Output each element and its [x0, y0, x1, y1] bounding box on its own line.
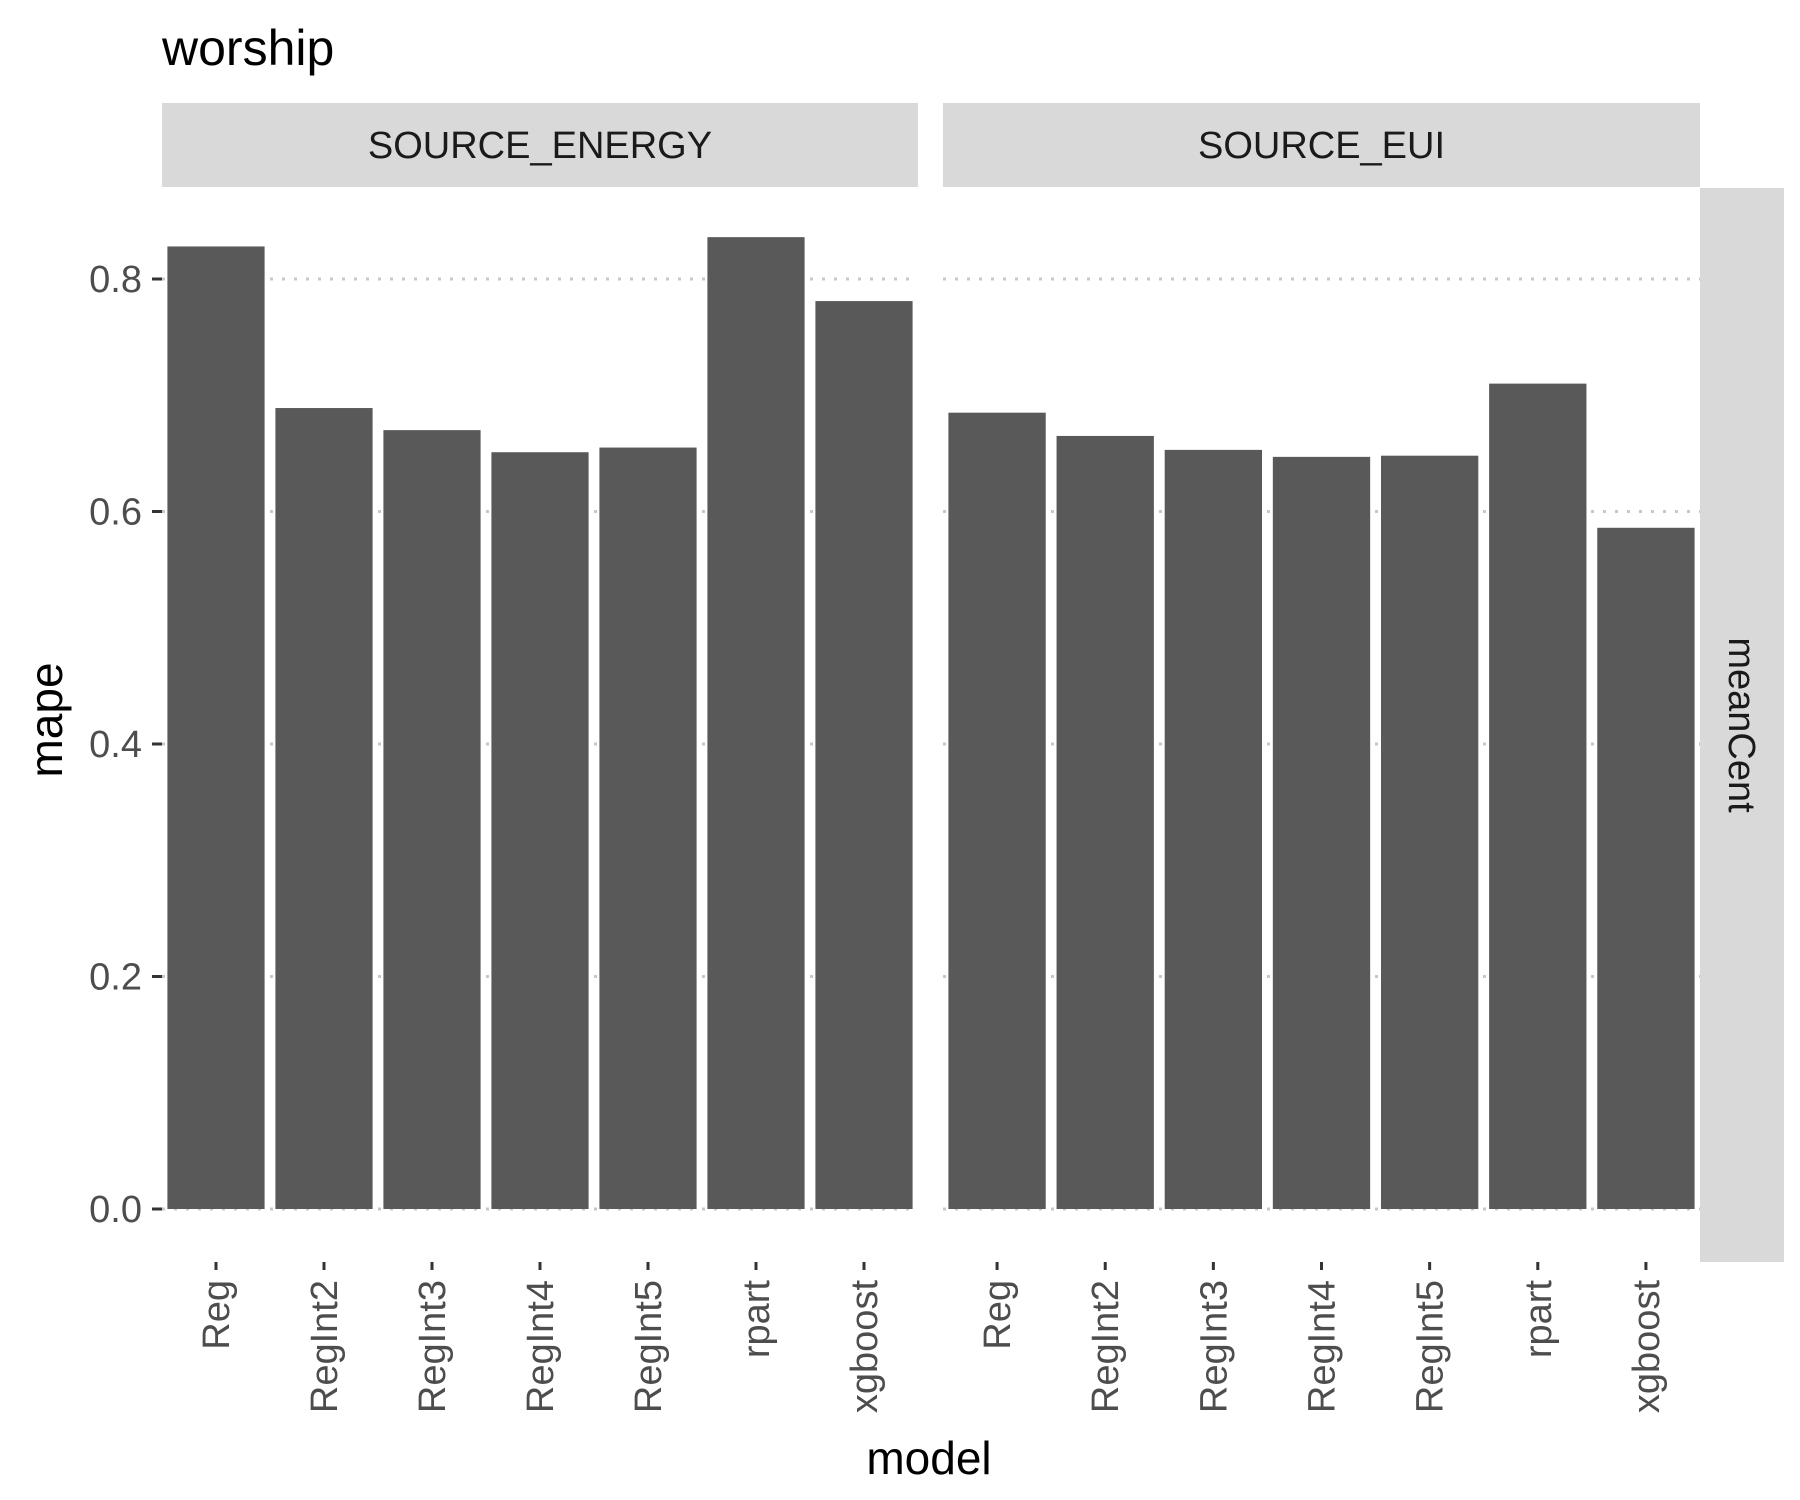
x-tick-label: RegInt2: [304, 1280, 346, 1413]
bar: [491, 452, 589, 1209]
x-tick-label: rpart: [736, 1280, 778, 1359]
facet-panels: SOURCE_ENERGY Reg RegInt2 RegInt3 RegInt4 Reg…: [162, 103, 1700, 1413]
bar: [599, 447, 697, 1209]
bar: [1272, 456, 1371, 1209]
x-tick-label: RegInt5: [1410, 1280, 1452, 1413]
x-tick-label: rpart: [1518, 1280, 1560, 1359]
panel-source-eui: SOURCE_EUI Reg RegInt2 RegInt3 RegInt4 RegInt…: [943, 103, 1700, 1413]
chart-title: worship: [161, 20, 334, 76]
bar: [815, 301, 913, 1209]
y-axis-label: mape: [20, 662, 72, 777]
y-tick-label: 0.8: [89, 259, 142, 301]
bar: [383, 430, 481, 1209]
bar: [1164, 449, 1263, 1209]
x-tick-label: RegInt4: [520, 1280, 562, 1413]
row-strip: meanCent: [1700, 188, 1784, 1262]
y-tick-label: 0.6: [89, 492, 142, 534]
x-tick-label: RegInt5: [628, 1280, 670, 1413]
x-tick-label: Reg: [977, 1280, 1019, 1350]
x-tick-label: RegInt3: [412, 1280, 454, 1413]
bar: [1597, 527, 1695, 1209]
y-tick-label: 0.0: [89, 1189, 142, 1231]
x-tick-label: RegInt3: [1193, 1280, 1235, 1413]
bar: [1489, 383, 1587, 1209]
facet-strip-label: SOURCE_EUI: [1198, 125, 1445, 167]
x-axis-label: model: [866, 1432, 991, 1484]
x-tick-label: Reg: [196, 1280, 238, 1350]
bar: [1380, 455, 1479, 1209]
facet-strip: [943, 103, 1700, 187]
bar: [1056, 435, 1154, 1209]
x-tick-label: RegInt4: [1302, 1280, 1344, 1413]
bar: [707, 237, 805, 1209]
x-tick-label: xgboost: [844, 1280, 886, 1414]
x-tick-label: RegInt2: [1085, 1280, 1127, 1413]
y-axis: 0.0 0.2 0.4 0.6 0.8: [89, 259, 162, 1231]
x-tick-label: xgboost: [1626, 1280, 1668, 1414]
facet-strip: [162, 103, 918, 187]
bar: [275, 408, 373, 1210]
panel-source-energy: SOURCE_ENERGY Reg RegInt2 RegInt3 RegInt4 Reg…: [162, 103, 918, 1413]
facet-strip-label: SOURCE_ENERGY: [368, 125, 712, 167]
y-tick-label: 0.2: [89, 957, 142, 999]
bar: [948, 412, 1046, 1209]
row-strip-label: meanCent: [1720, 637, 1762, 813]
bar: [167, 246, 265, 1209]
row-strip-box: [1700, 188, 1784, 1262]
y-tick-label: 0.4: [89, 724, 142, 766]
